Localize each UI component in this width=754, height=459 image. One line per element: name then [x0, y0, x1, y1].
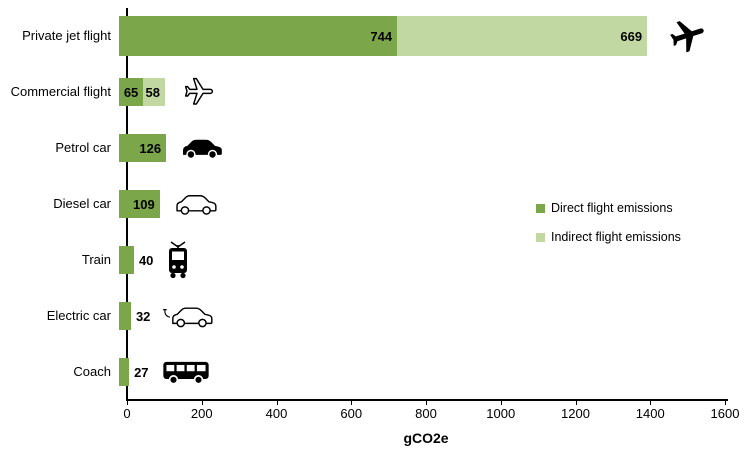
legend-label: Indirect flight emissions: [551, 230, 681, 244]
tick-label: 800: [415, 406, 437, 421]
value-label: 58: [145, 84, 160, 100]
value-label: 65: [123, 84, 139, 100]
chart-row-petrol-car: Petrol car 126: [0, 120, 754, 176]
bar-segment-direct: 65: [119, 78, 144, 106]
tick-label: 1000: [486, 406, 516, 421]
category-label: Diesel car: [53, 195, 111, 211]
chart-row-private-jet: Private jet flight 744 669: [0, 8, 754, 64]
category-label: Petrol car: [55, 139, 111, 155]
legend-swatch: [536, 232, 545, 242]
tick-mark: [351, 401, 353, 405]
value-label: 744: [370, 28, 393, 44]
legend: Direct flight emissions Indirect flight e…: [536, 201, 681, 259]
bar-segment-indirect: 669: [397, 16, 648, 56]
chart-row-commercial-plane: Commercial flight 65 58: [0, 64, 754, 120]
x-axis-line: [126, 399, 728, 401]
bar-segment-direct: 744: [119, 16, 398, 56]
bar-segment-direct: [119, 246, 134, 274]
coach-bus-icon: [161, 357, 211, 387]
value-label: 109: [133, 196, 155, 212]
stacked-bar: 65 58: [119, 78, 165, 106]
tick-label: 200: [190, 406, 213, 421]
tick-mark: [127, 401, 128, 405]
tick-mark: [575, 401, 577, 405]
stacked-bar: 109: [119, 190, 160, 218]
tick-mark: [276, 401, 278, 405]
value-label: 32: [135, 308, 151, 324]
tick-mark: [500, 401, 502, 405]
legend-swatch: [536, 203, 545, 213]
diesel-car-icon: [172, 190, 218, 218]
value-label: 126: [139, 140, 162, 156]
legend-item: Direct flight emissions: [536, 201, 681, 215]
bar-segment-direct: [119, 358, 130, 386]
stacked-bar: 126: [119, 134, 167, 162]
tick-mark: [426, 401, 427, 405]
tick-label: 1400: [635, 406, 665, 421]
category-label: Electric car: [46, 307, 111, 323]
tick-mark: [650, 401, 652, 405]
legend-item: Indirect flight emissions: [536, 230, 681, 244]
value-label: 40: [138, 252, 154, 268]
tick-mark: [725, 401, 726, 405]
tick-label: 1600: [710, 406, 740, 421]
chart-row-train: Train 40: [0, 232, 754, 288]
bar-segment-direct: 109: [119, 190, 160, 218]
value-label: 27: [134, 364, 149, 380]
category-label: Private jet flight: [22, 27, 111, 43]
value-label: 669: [620, 28, 643, 44]
chart-row-coach-bus: Coach 27: [0, 344, 754, 400]
category-label: Train: [81, 251, 111, 267]
train-icon: [165, 240, 191, 280]
bar-segment-indirect: 58: [143, 78, 165, 106]
stacked-bar: [119, 358, 130, 386]
tick-label: 400: [265, 406, 288, 421]
category-label: Commercial flight: [10, 83, 111, 99]
electric-car-icon: [162, 302, 214, 331]
chart-row-electric-car: Electric car 32: [0, 288, 754, 344]
stacked-bar: [119, 246, 134, 274]
legend-label: Direct flight emissions: [551, 201, 673, 215]
tick-mark: [201, 401, 203, 405]
chart-row-diesel-car: Diesel car 109: [0, 176, 754, 232]
commercial-plane-icon: [177, 76, 221, 108]
stacked-bar: 744 669: [119, 16, 648, 56]
bar-segment-direct: [119, 302, 131, 330]
tick-label: 600: [340, 406, 363, 421]
petrol-car-icon: [178, 134, 224, 162]
stacked-bar: [119, 302, 131, 330]
tick-label: 0: [123, 406, 131, 421]
bar-segment-direct: 126: [119, 134, 167, 162]
tick-label: 1200: [561, 406, 590, 421]
category-label: Coach: [73, 363, 111, 379]
private-jet-icon: [659, 16, 717, 56]
bar-rows: Private jet flight 744 669 Commercial fligh…: [0, 8, 754, 400]
x-axis-title: gCO2e: [403, 430, 449, 446]
